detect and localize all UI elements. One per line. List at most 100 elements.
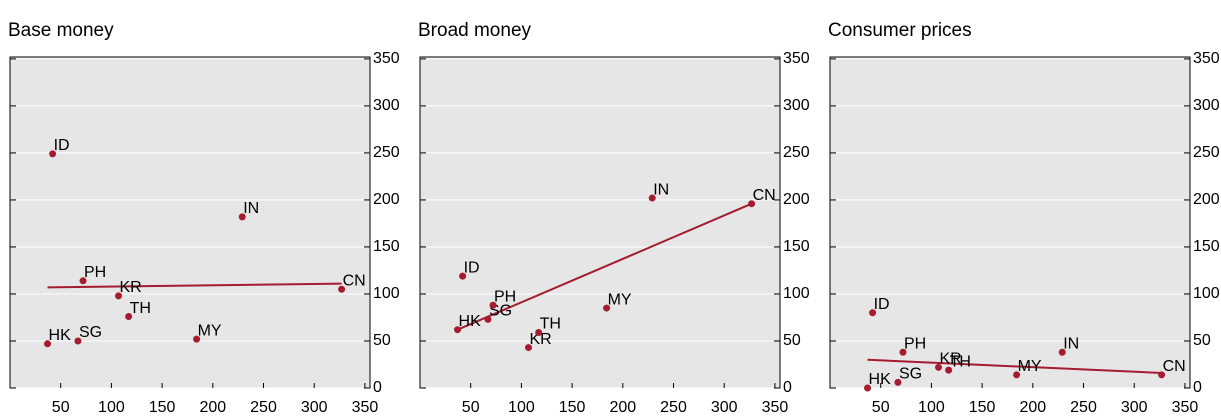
x-tick-label: 100 — [918, 399, 945, 414]
point-label: HK — [459, 313, 482, 330]
panel-title: Base money — [8, 20, 114, 41]
x-tick-label: 250 — [660, 399, 687, 414]
point — [1158, 371, 1166, 379]
y-tick-label: 300 — [373, 97, 400, 114]
plot-background — [829, 56, 1191, 389]
point-label: CN — [1163, 358, 1186, 375]
y-tick-label: 300 — [783, 97, 810, 114]
y-tick-label: 200 — [783, 191, 810, 208]
x-tick-label: 300 — [711, 399, 738, 414]
point — [535, 329, 543, 337]
fit-line — [457, 202, 752, 331]
point-label: CN — [343, 272, 366, 289]
point-label: PH — [904, 335, 926, 352]
y-tick-label: 350 — [373, 50, 400, 67]
point — [125, 313, 133, 321]
point-label: KR — [120, 279, 142, 296]
point — [894, 378, 902, 386]
y-tick-label: 200 — [1193, 191, 1220, 208]
point — [864, 384, 872, 392]
point-label: TH — [950, 353, 971, 370]
point — [648, 194, 656, 202]
y-tick-label: 300 — [1193, 97, 1220, 114]
point-label: PH — [84, 264, 106, 281]
point — [1013, 371, 1021, 379]
y-tick-label: 350 — [783, 50, 810, 67]
point — [79, 277, 87, 285]
x-tick-label: 350 — [1172, 399, 1199, 414]
point — [44, 340, 52, 348]
x-tick-label: 350 — [762, 399, 789, 414]
y-tick-label: 0 — [783, 379, 792, 396]
point-label: SG — [899, 366, 922, 383]
plot-background — [419, 56, 781, 389]
y-tick-label: 100 — [373, 285, 400, 302]
fit-line — [47, 282, 342, 289]
point-label: KR — [940, 351, 962, 368]
point-label: IN — [653, 181, 669, 198]
point — [49, 150, 57, 158]
x-tick-label: 300 — [1121, 399, 1148, 414]
point — [238, 213, 246, 221]
x-tick-label: 300 — [301, 399, 328, 414]
x-tick-label: 200 — [609, 399, 636, 414]
point — [869, 309, 877, 317]
y-tick-label: 150 — [1193, 238, 1220, 255]
plot-background — [9, 56, 371, 389]
point-label: ID — [874, 296, 890, 313]
point-label: TH — [130, 300, 151, 317]
y-tick-label: 150 — [373, 238, 400, 255]
panel-title: Broad money — [418, 20, 532, 41]
point — [1058, 348, 1066, 356]
point-label: PH — [494, 288, 516, 305]
point — [115, 292, 123, 300]
y-tick-label: 0 — [373, 379, 382, 396]
point-label: MY — [608, 291, 632, 308]
x-tick-label: 200 — [1019, 399, 1046, 414]
point — [484, 315, 492, 323]
point — [525, 344, 533, 352]
x-tick-label: 250 — [1070, 399, 1097, 414]
x-tick-label: 150 — [969, 399, 996, 414]
x-tick-label: 150 — [559, 399, 586, 414]
point-label: IN — [1063, 335, 1079, 352]
point-label: ID — [464, 259, 480, 276]
x-tick-label: 100 — [508, 399, 535, 414]
point — [748, 200, 756, 208]
point — [603, 304, 611, 312]
point — [489, 301, 497, 309]
point-label: TH — [540, 316, 561, 333]
x-tick-label: 100 — [98, 399, 125, 414]
point — [459, 272, 467, 280]
y-tick-label: 250 — [783, 144, 810, 161]
y-tick-label: 350 — [1193, 50, 1220, 67]
x-tick-label: 250 — [250, 399, 277, 414]
point — [338, 285, 346, 293]
fit-line — [867, 358, 1162, 374]
y-tick-label: 100 — [783, 285, 810, 302]
y-tick-label: 250 — [1193, 144, 1220, 161]
point-label: KR — [530, 331, 552, 348]
x-tick-label: 50 — [52, 399, 70, 414]
point-label: IN — [243, 200, 259, 217]
point — [935, 363, 943, 371]
y-tick-label: 0 — [1193, 379, 1202, 396]
y-tick-label: 100 — [1193, 285, 1220, 302]
point — [193, 335, 201, 343]
y-tick-label: 50 — [373, 332, 391, 349]
x-tick-label: 50 — [872, 399, 890, 414]
point — [899, 348, 907, 356]
point-label: ID — [54, 137, 70, 154]
y-tick-label: 50 — [783, 332, 801, 349]
y-tick-label: 250 — [373, 144, 400, 161]
point-label: HK — [869, 371, 892, 388]
point-label: HK — [49, 327, 72, 344]
panel-title: Consumer prices — [828, 20, 972, 41]
point-label: MY — [198, 322, 222, 339]
x-tick-label: 50 — [462, 399, 480, 414]
point-label: SG — [79, 324, 102, 341]
point-label: CN — [753, 187, 776, 204]
point — [454, 326, 462, 334]
